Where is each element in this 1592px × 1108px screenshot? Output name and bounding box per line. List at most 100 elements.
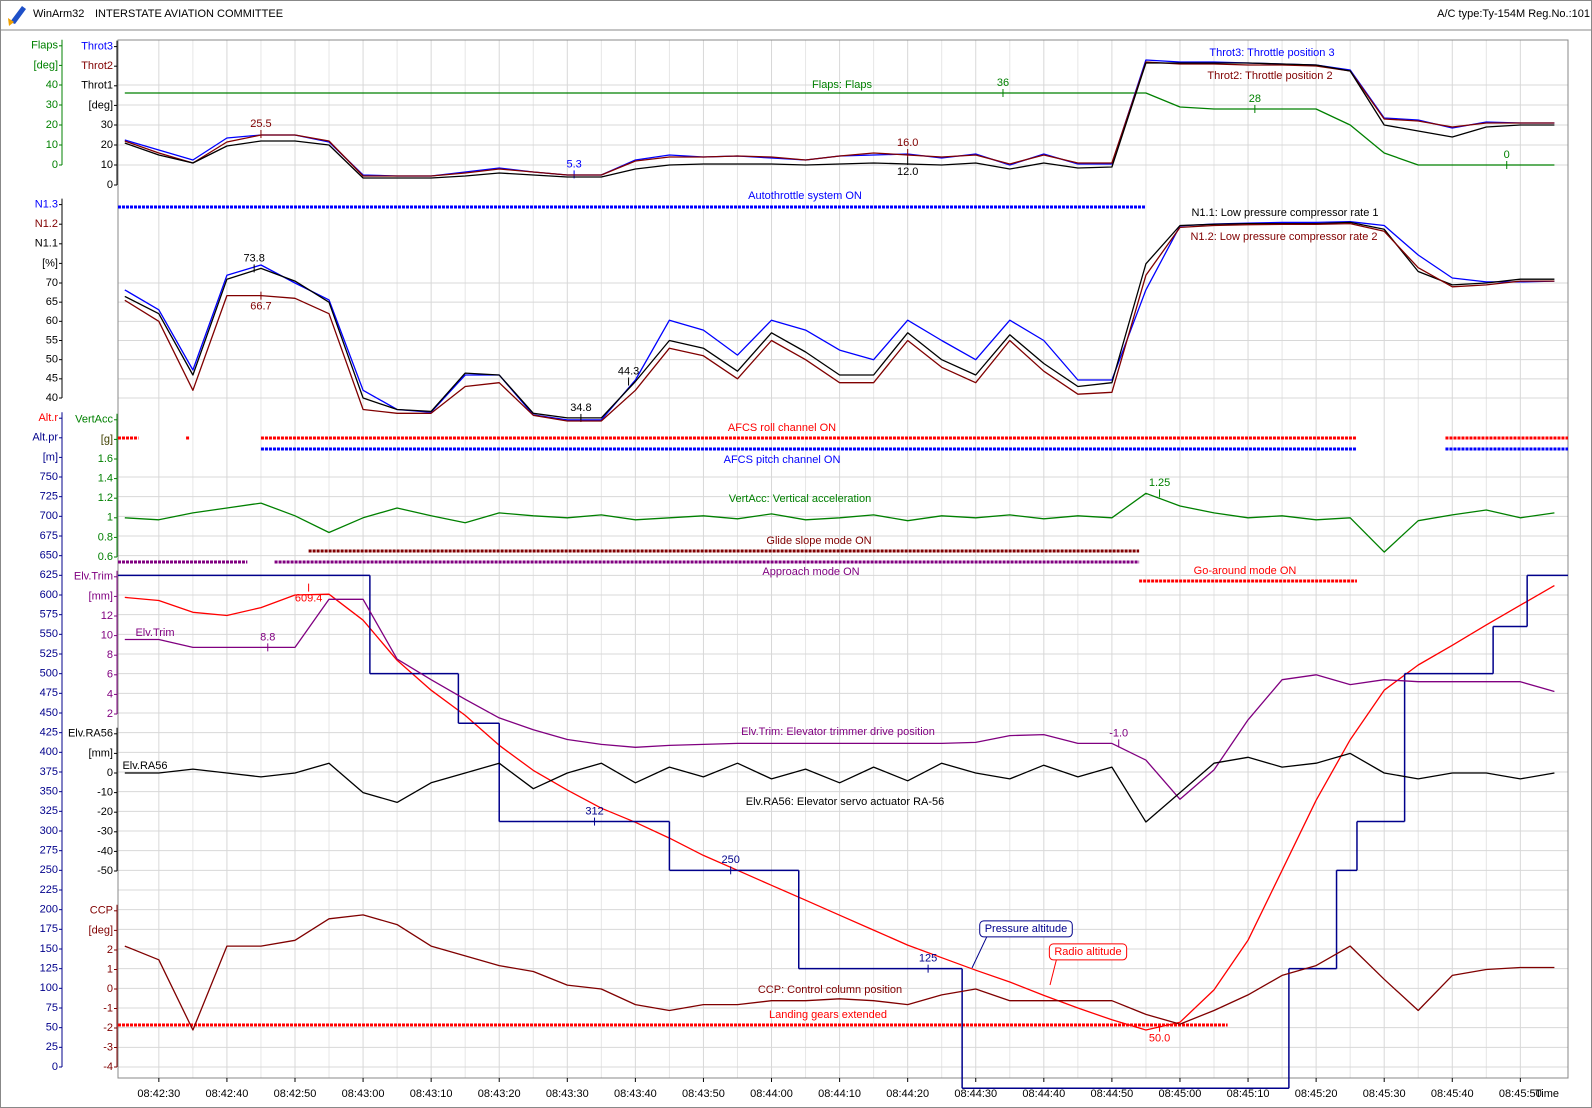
value-label: 312 bbox=[585, 805, 603, 817]
value-label: 12.0 bbox=[897, 166, 918, 178]
x-tick-label: 08:43:30 bbox=[546, 1088, 589, 1100]
state-caption: AFCS roll channel ON bbox=[728, 422, 836, 434]
y-tick-label: 25 bbox=[46, 1041, 58, 1053]
x-tick-label: 08:43:50 bbox=[682, 1088, 725, 1100]
value-label: 8.8 bbox=[260, 631, 275, 643]
y-tick-label: 175 bbox=[40, 923, 58, 935]
y-tick-label: 50 bbox=[46, 354, 58, 366]
series-caption: CCP: Control column position bbox=[758, 984, 902, 996]
y-tick-label: 675 bbox=[40, 530, 58, 542]
value-label: 5.3 bbox=[566, 158, 581, 170]
y-tick-label: 50 bbox=[46, 1022, 58, 1034]
y-tick-label: 10 bbox=[101, 630, 113, 642]
x-tick-label: 08:43:00 bbox=[342, 1088, 385, 1100]
y-tick-label: 20 bbox=[46, 119, 58, 131]
y-tick-label: 6 bbox=[107, 669, 113, 681]
y-tick-label: 700 bbox=[40, 510, 58, 522]
y-tick-label: 10 bbox=[101, 159, 113, 171]
y-tick-label: 325 bbox=[40, 805, 58, 817]
y-tick-label: 0.6 bbox=[98, 551, 113, 563]
x-tick-label: 08:44:50 bbox=[1090, 1088, 1133, 1100]
value-label: 1.25 bbox=[1149, 477, 1170, 489]
series-caption: Throt3: Throttle position 3 bbox=[1209, 47, 1334, 59]
y-tick-label: 0 bbox=[52, 159, 58, 171]
value-label: 73.8 bbox=[243, 252, 264, 264]
y-tick-label: 575 bbox=[40, 609, 58, 621]
series-caption: N1.1: Low pressure compressor rate 1 bbox=[1191, 207, 1378, 219]
y-axis-title: Flaps bbox=[31, 40, 58, 52]
y-tick-label: 125 bbox=[40, 963, 58, 975]
y-axis-title: [%] bbox=[42, 257, 58, 269]
y-axis-title: Throt2 bbox=[81, 60, 113, 72]
y-axis-title: [deg] bbox=[89, 99, 113, 111]
series-caption: Elv.RA56: Elevator servo actuator RA-56 bbox=[746, 796, 945, 808]
x-tick-label: 08:42:30 bbox=[137, 1088, 180, 1100]
value-label: 36 bbox=[997, 77, 1009, 89]
y-axis-title: [g] bbox=[101, 433, 113, 445]
series-line bbox=[124, 752, 1555, 823]
y-tick-label: -2 bbox=[103, 1022, 113, 1034]
state-caption: Go-around mode ON bbox=[1194, 565, 1297, 577]
y-axis-title: N1.1 bbox=[35, 238, 58, 250]
y-tick-label: 60 bbox=[46, 315, 58, 327]
series-caption: Throt2: Throttle position 2 bbox=[1207, 70, 1332, 82]
y-axis-title: N1.2 bbox=[35, 218, 58, 230]
y-tick-label: 75 bbox=[46, 1002, 58, 1014]
series-tag: Elv.Trim bbox=[135, 627, 174, 639]
state-caption: Glide slope mode ON bbox=[766, 535, 871, 547]
value-label: 125 bbox=[919, 953, 937, 965]
value-label: 25.5 bbox=[250, 118, 271, 130]
y-tick-label: 10 bbox=[46, 139, 58, 151]
value-label: 0 bbox=[1504, 149, 1510, 161]
y-axis-title: Alt.r bbox=[38, 412, 58, 424]
series-caption: Elv.Trim: Elevator trimmer drive positio… bbox=[741, 726, 935, 738]
x-tick-label: 08:45:10 bbox=[1227, 1088, 1270, 1100]
aircraft-info: A/C type:Ty-154M Reg.No.:101 bbox=[1437, 8, 1590, 20]
y-tick-label: 12 bbox=[101, 610, 113, 622]
x-tick-label: 08:44:10 bbox=[818, 1088, 861, 1100]
y-axis-title: CCP bbox=[90, 905, 113, 917]
caption-box bbox=[979, 920, 1073, 938]
y-tick-label: 650 bbox=[40, 550, 58, 562]
y-axis-title: Throt3 bbox=[81, 41, 113, 53]
value-label: 50.0 bbox=[1149, 1033, 1170, 1045]
y-tick-label: 625 bbox=[40, 569, 58, 581]
series-caption: VertAcc: Vertical acceleration bbox=[729, 493, 871, 505]
y-tick-label: 0 bbox=[107, 767, 113, 779]
y-tick-label: 4 bbox=[107, 688, 113, 700]
x-axis-label: Time bbox=[1535, 1088, 1559, 1100]
y-tick-label: -30 bbox=[97, 826, 113, 838]
series-line bbox=[124, 61, 1555, 177]
y-axis-title: VertAcc bbox=[75, 414, 113, 426]
plot-area bbox=[117, 39, 1569, 1079]
y-tick-label: -4 bbox=[103, 1061, 113, 1073]
y-tick-label: -3 bbox=[103, 1041, 113, 1053]
y-tick-label: 1 bbox=[107, 963, 113, 975]
series-caption: Flaps: Flaps bbox=[812, 79, 872, 91]
series-caption: Pressure altitude bbox=[985, 923, 1068, 935]
x-tick-label: 08:43:40 bbox=[614, 1088, 657, 1100]
y-tick-label: 1.4 bbox=[98, 473, 113, 485]
x-tick-label: 08:44:00 bbox=[750, 1088, 793, 1100]
y-axis-title: Alt.pr bbox=[32, 432, 58, 444]
series-caption: N1.2: Low pressure compressor rate 2 bbox=[1190, 231, 1377, 243]
y-tick-label: 500 bbox=[40, 668, 58, 680]
y-tick-label: 375 bbox=[40, 766, 58, 778]
y-axis-title: Elv.Trim bbox=[74, 571, 113, 583]
y-tick-label: 0 bbox=[52, 1061, 58, 1073]
y-tick-label: 1.6 bbox=[98, 453, 113, 465]
value-label: 609.4 bbox=[295, 593, 323, 605]
y-tick-label: 350 bbox=[40, 786, 58, 798]
y-tick-label: 2 bbox=[107, 708, 113, 720]
y-tick-label: -50 bbox=[97, 865, 113, 877]
y-tick-label: 100 bbox=[40, 982, 58, 994]
y-axis-title: Elv.RA56 bbox=[68, 728, 113, 740]
y-tick-label: 725 bbox=[40, 491, 58, 503]
x-tick-label: 08:42:40 bbox=[206, 1088, 249, 1100]
y-tick-label: 2 bbox=[107, 944, 113, 956]
series-line bbox=[124, 585, 1555, 1031]
y-tick-label: 400 bbox=[40, 746, 58, 758]
y-axis-title: [mm] bbox=[89, 747, 113, 759]
series-line bbox=[124, 221, 1555, 421]
y-tick-label: 750 bbox=[40, 471, 58, 483]
